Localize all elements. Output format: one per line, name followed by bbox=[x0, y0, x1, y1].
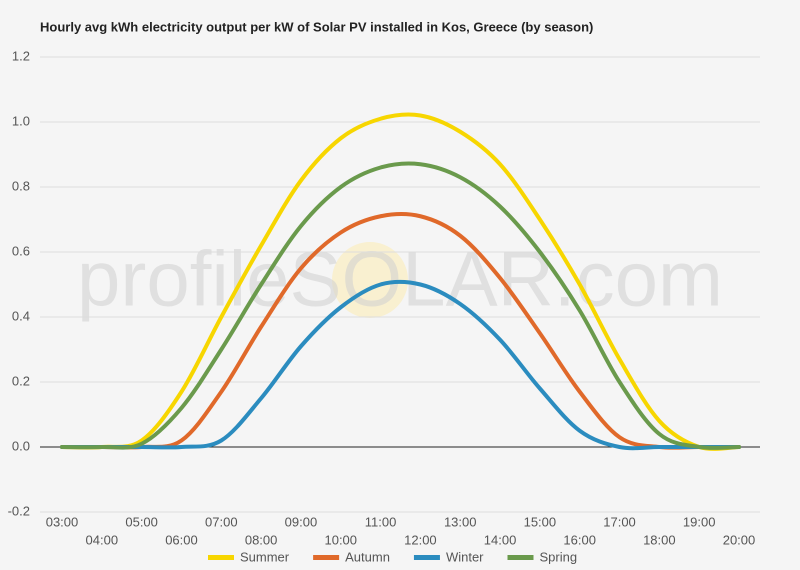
series-line bbox=[60, 279, 741, 451]
x-tick-label: 10:00 bbox=[324, 532, 357, 547]
series-line bbox=[60, 212, 741, 450]
legend-swatch bbox=[507, 555, 534, 560]
legend-swatch bbox=[208, 555, 234, 560]
series-line bbox=[60, 112, 741, 451]
x-tick-label: 03:00 bbox=[46, 514, 79, 529]
x-tick-label: 05:00 bbox=[125, 514, 158, 529]
y-tick-label: 0.6 bbox=[12, 243, 30, 258]
x-tick-label: 07:00 bbox=[205, 514, 238, 529]
legend-label: Summer bbox=[240, 549, 290, 564]
y-tick-label: 1.0 bbox=[12, 113, 30, 128]
x-tick-label: 09:00 bbox=[285, 514, 318, 529]
y-tick-label: 1.2 bbox=[12, 48, 30, 63]
legend-label: Autumn bbox=[345, 549, 390, 564]
legend-swatch bbox=[313, 555, 340, 560]
x-tick-label: 14:00 bbox=[484, 532, 517, 547]
x-tick-label: 20:00 bbox=[723, 532, 756, 547]
x-tick-label: 19:00 bbox=[683, 514, 716, 529]
y-tick-label: 0.4 bbox=[12, 308, 30, 323]
x-tick-label: 11:00 bbox=[365, 514, 397, 529]
x-tick-label: 16:00 bbox=[563, 532, 596, 547]
x-tick-label: 15:00 bbox=[524, 514, 557, 529]
y-tick-label: -0.2 bbox=[8, 503, 30, 518]
x-tick-label: 04:00 bbox=[86, 532, 119, 547]
legend-label: Winter bbox=[446, 549, 484, 564]
y-tick-label: 0.0 bbox=[12, 438, 30, 453]
series-line bbox=[60, 161, 741, 450]
x-tick-label: 06:00 bbox=[165, 532, 198, 547]
chart-title: Hourly avg kWh electricity output per kW… bbox=[40, 19, 593, 34]
y-tick-label: 0.8 bbox=[12, 178, 30, 193]
legend-swatch bbox=[413, 555, 440, 560]
x-tick-label: 13:00 bbox=[444, 514, 477, 529]
x-tick-label: 08:00 bbox=[245, 532, 278, 547]
legend-label: Spring bbox=[540, 549, 578, 564]
x-tick-label: 17:00 bbox=[603, 514, 636, 529]
y-tick-label: 0.2 bbox=[12, 373, 30, 388]
x-tick-label: 18:00 bbox=[643, 532, 676, 547]
x-tick-label: 12:00 bbox=[404, 532, 437, 547]
watermark: profileSOLAR.com bbox=[77, 235, 723, 323]
